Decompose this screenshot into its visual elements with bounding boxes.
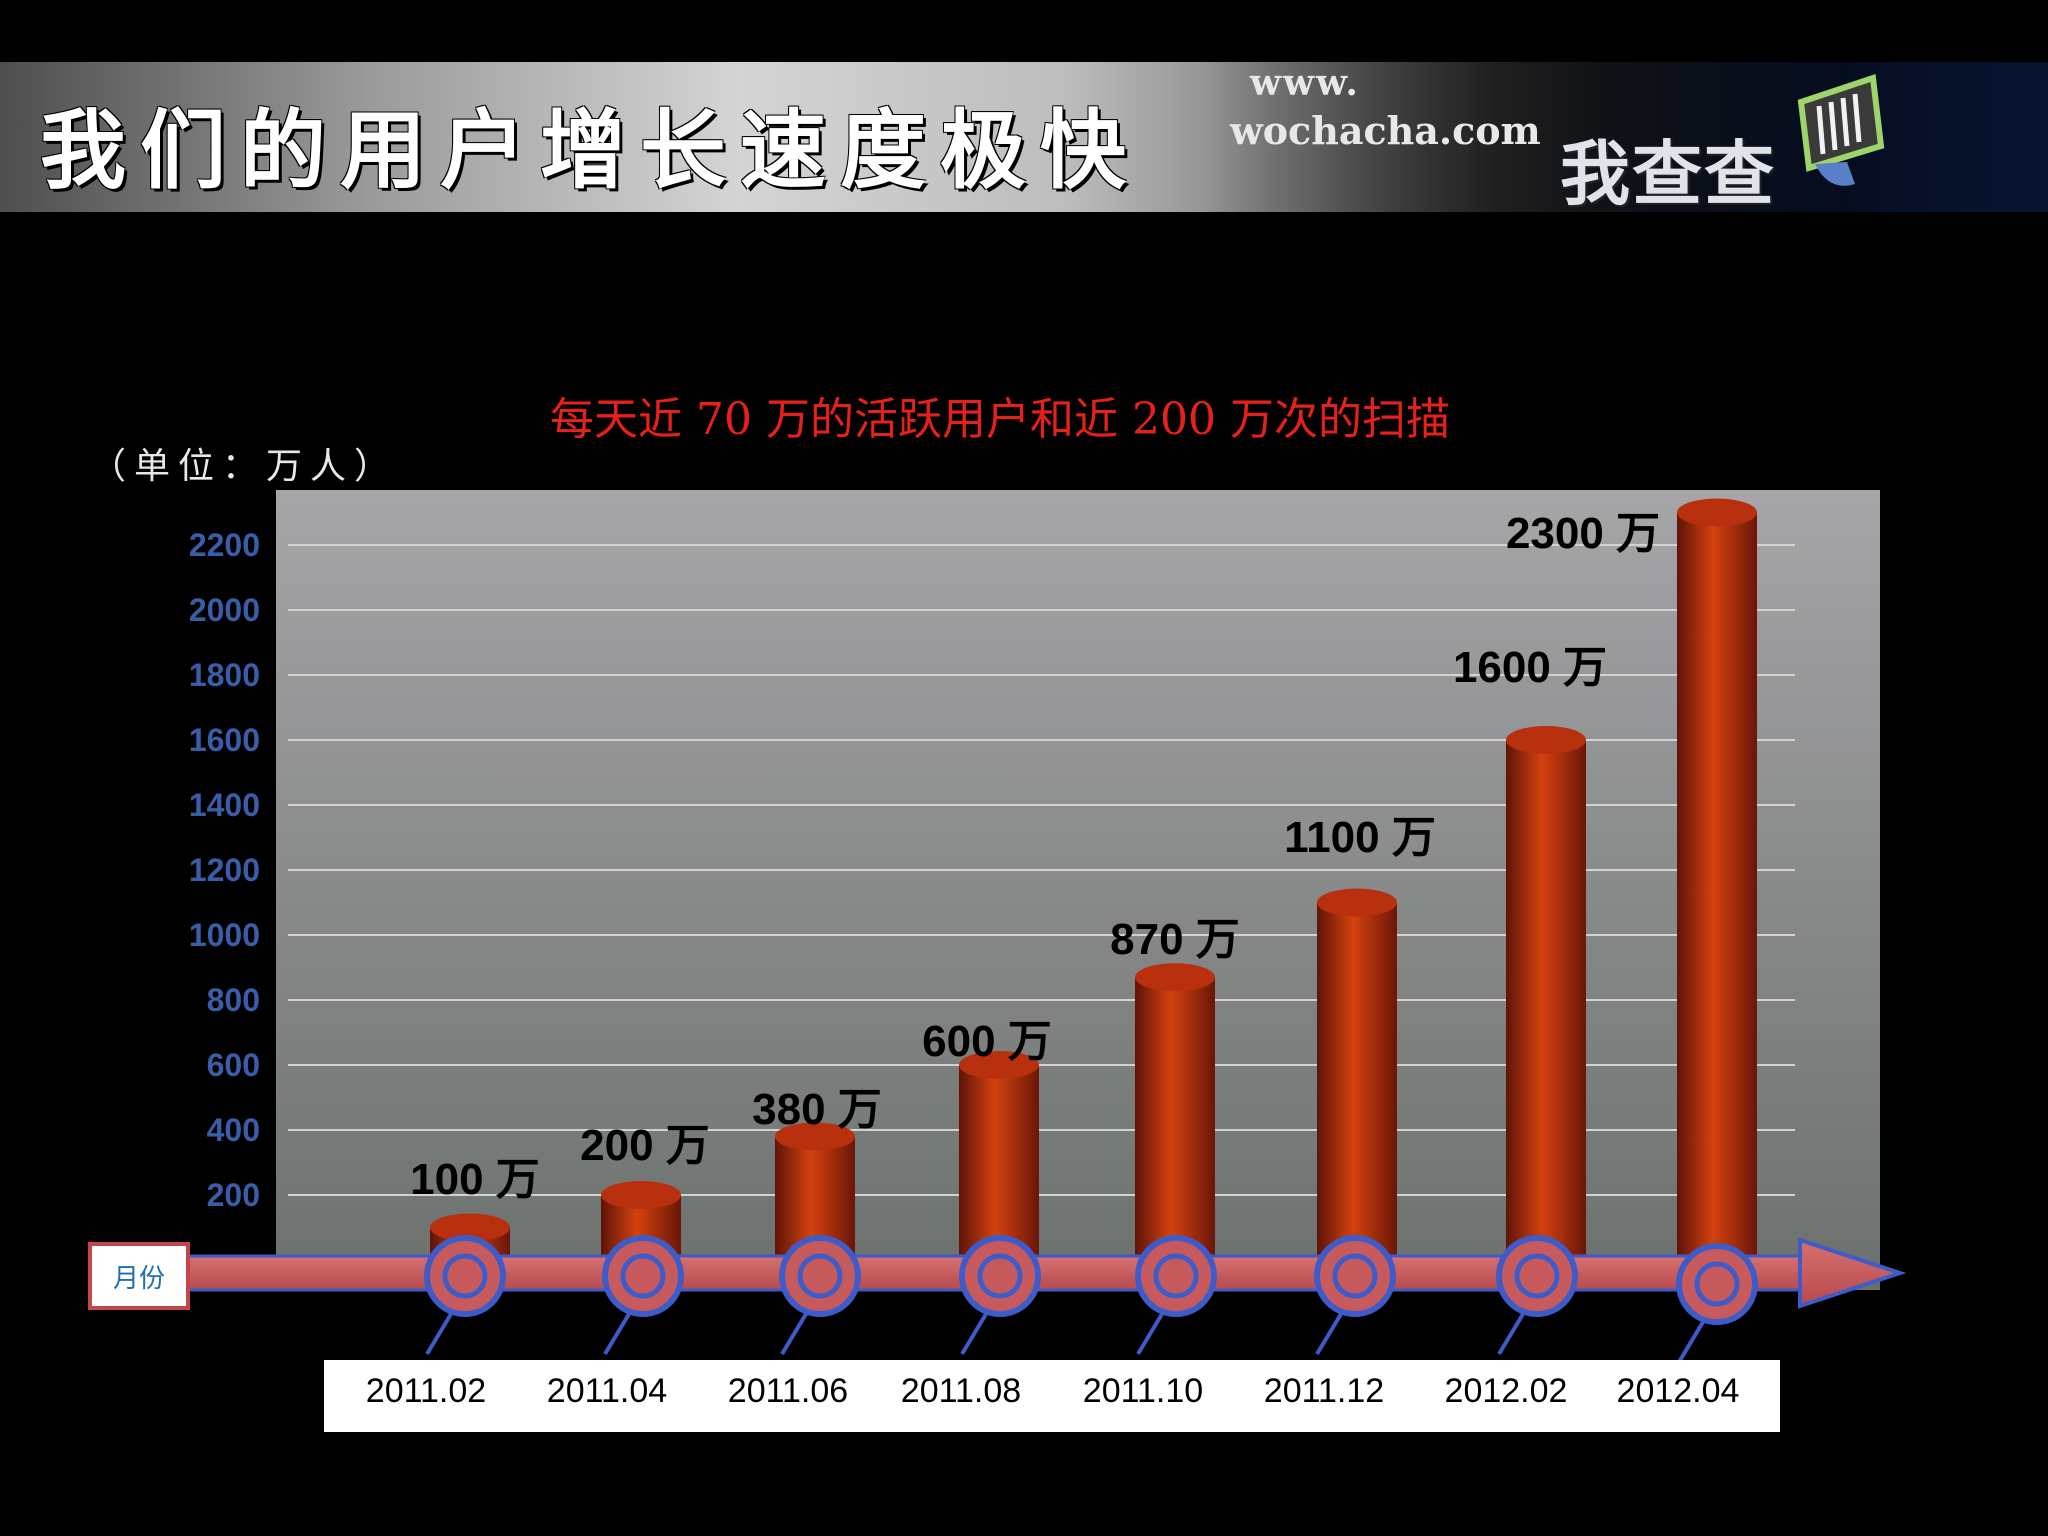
bar [1506,740,1586,1260]
bar-value-label: 1100 万 [1284,813,1436,862]
bar-top [1135,963,1215,992]
x-category-label: 2011.08 [900,1372,1022,1410]
marker-connector [1677,1320,1705,1364]
month-marker [1135,1235,1217,1317]
month-marker-inner [442,1253,488,1299]
bar-top [775,1122,855,1151]
y-tick-label: 1000 [189,917,260,953]
bar-top [1317,888,1397,917]
brand-www: www. [1250,62,1360,104]
plot-area [276,490,1880,1290]
bar-value-label: 200 万 [580,1121,710,1170]
month-marker-inner [1332,1253,1378,1299]
scanner-logo-icon [1797,73,1885,186]
month-marker [959,1235,1041,1317]
bars [430,498,1757,1260]
bar [1317,902,1397,1260]
marker-connector [1136,1312,1164,1356]
bar-value-label: 2300 万 [1506,509,1660,558]
bar-top [959,1051,1039,1079]
month-marker-inner [1153,1253,1199,1299]
bar [1135,977,1215,1260]
x-category-label: 2011.02 [365,1372,487,1410]
bar-value-label: 870 万 [1110,915,1240,964]
x-category-label: 2011.06 [727,1372,849,1410]
marker-connector [960,1312,988,1356]
y-tick-label: 800 [207,982,260,1018]
marker-connector [1315,1312,1343,1356]
month-marker-inner [620,1253,666,1299]
slide-title: 我们的用户增长速度极快 [40,101,1140,201]
chart-title: 每天近 70 万的活跃用户和近 200 万次的扫描 [550,394,1450,445]
y-tick-label: 1200 [189,852,260,888]
month-marker [1676,1243,1758,1325]
y-tick-label: 1800 [189,657,260,693]
x-category-label: 2011.04 [546,1372,668,1410]
month-marker [602,1235,684,1317]
bar-top [430,1213,510,1242]
month-marker [1496,1235,1578,1317]
month-marker [424,1235,506,1317]
x-category-label: 2012.02 [1444,1372,1568,1410]
month-marker [779,1235,861,1317]
y-tick-label: 400 [207,1112,260,1148]
date-label-strip [324,1360,1780,1432]
bar-value-label: 600 万 [922,1017,1052,1066]
bar-value-label: 1600 万 [1453,643,1607,692]
month-marker-inner [977,1253,1023,1299]
marker-connector [425,1312,453,1356]
bar-top [601,1181,681,1209]
x-category-label: 2011.10 [1082,1372,1204,1410]
month-markers [424,1235,1758,1364]
bar [1677,512,1757,1260]
y-tick-label: 2200 [189,527,260,563]
x-category-label: 2012.04 [1616,1372,1740,1410]
banner-dark-band [1200,62,2048,212]
month-marker [1314,1235,1396,1317]
value-labels: 100 万 200 万 380 万 600 万 870 万 1100 万 1600 万 230… [410,509,1660,1204]
month-marker-inner [1514,1253,1560,1299]
marker-connector [780,1312,808,1356]
y-tick-label: 1600 [189,722,260,758]
bar [959,1065,1039,1260]
y-tick-label: 1400 [189,787,260,823]
y-tick-label: 2000 [189,592,260,628]
bar-top [1506,726,1586,754]
bar-value-label: 100 万 [410,1155,540,1204]
y-tick-label: 200 [207,1177,260,1213]
y-axis-ticks: 200 400 600 800 1000 1200 1400 1600 1800 2000 2200 [189,527,260,1213]
axis-arrow-head [1798,1237,1907,1309]
marker-connector [1497,1312,1525,1356]
title-banner: 我们的用户增长速度极快 www. wochacha.com 我查查 [0,62,2048,212]
month-marker-inner [1694,1261,1740,1307]
y-tick-label: 600 [207,1047,260,1083]
brand-url: wochacha.com [1230,108,1541,153]
bar-value-label: 380 万 [752,1085,882,1134]
month-axis-label: 月份 [88,1242,190,1310]
month-marker-inner [797,1253,843,1299]
y-axis-unit-label: （单位：万人） [90,446,399,487]
marker-connector [603,1312,631,1356]
x-category-label: 2011.12 [1263,1372,1385,1410]
bar-top [1677,498,1757,527]
brand-name: 我查查 [1560,133,1776,212]
